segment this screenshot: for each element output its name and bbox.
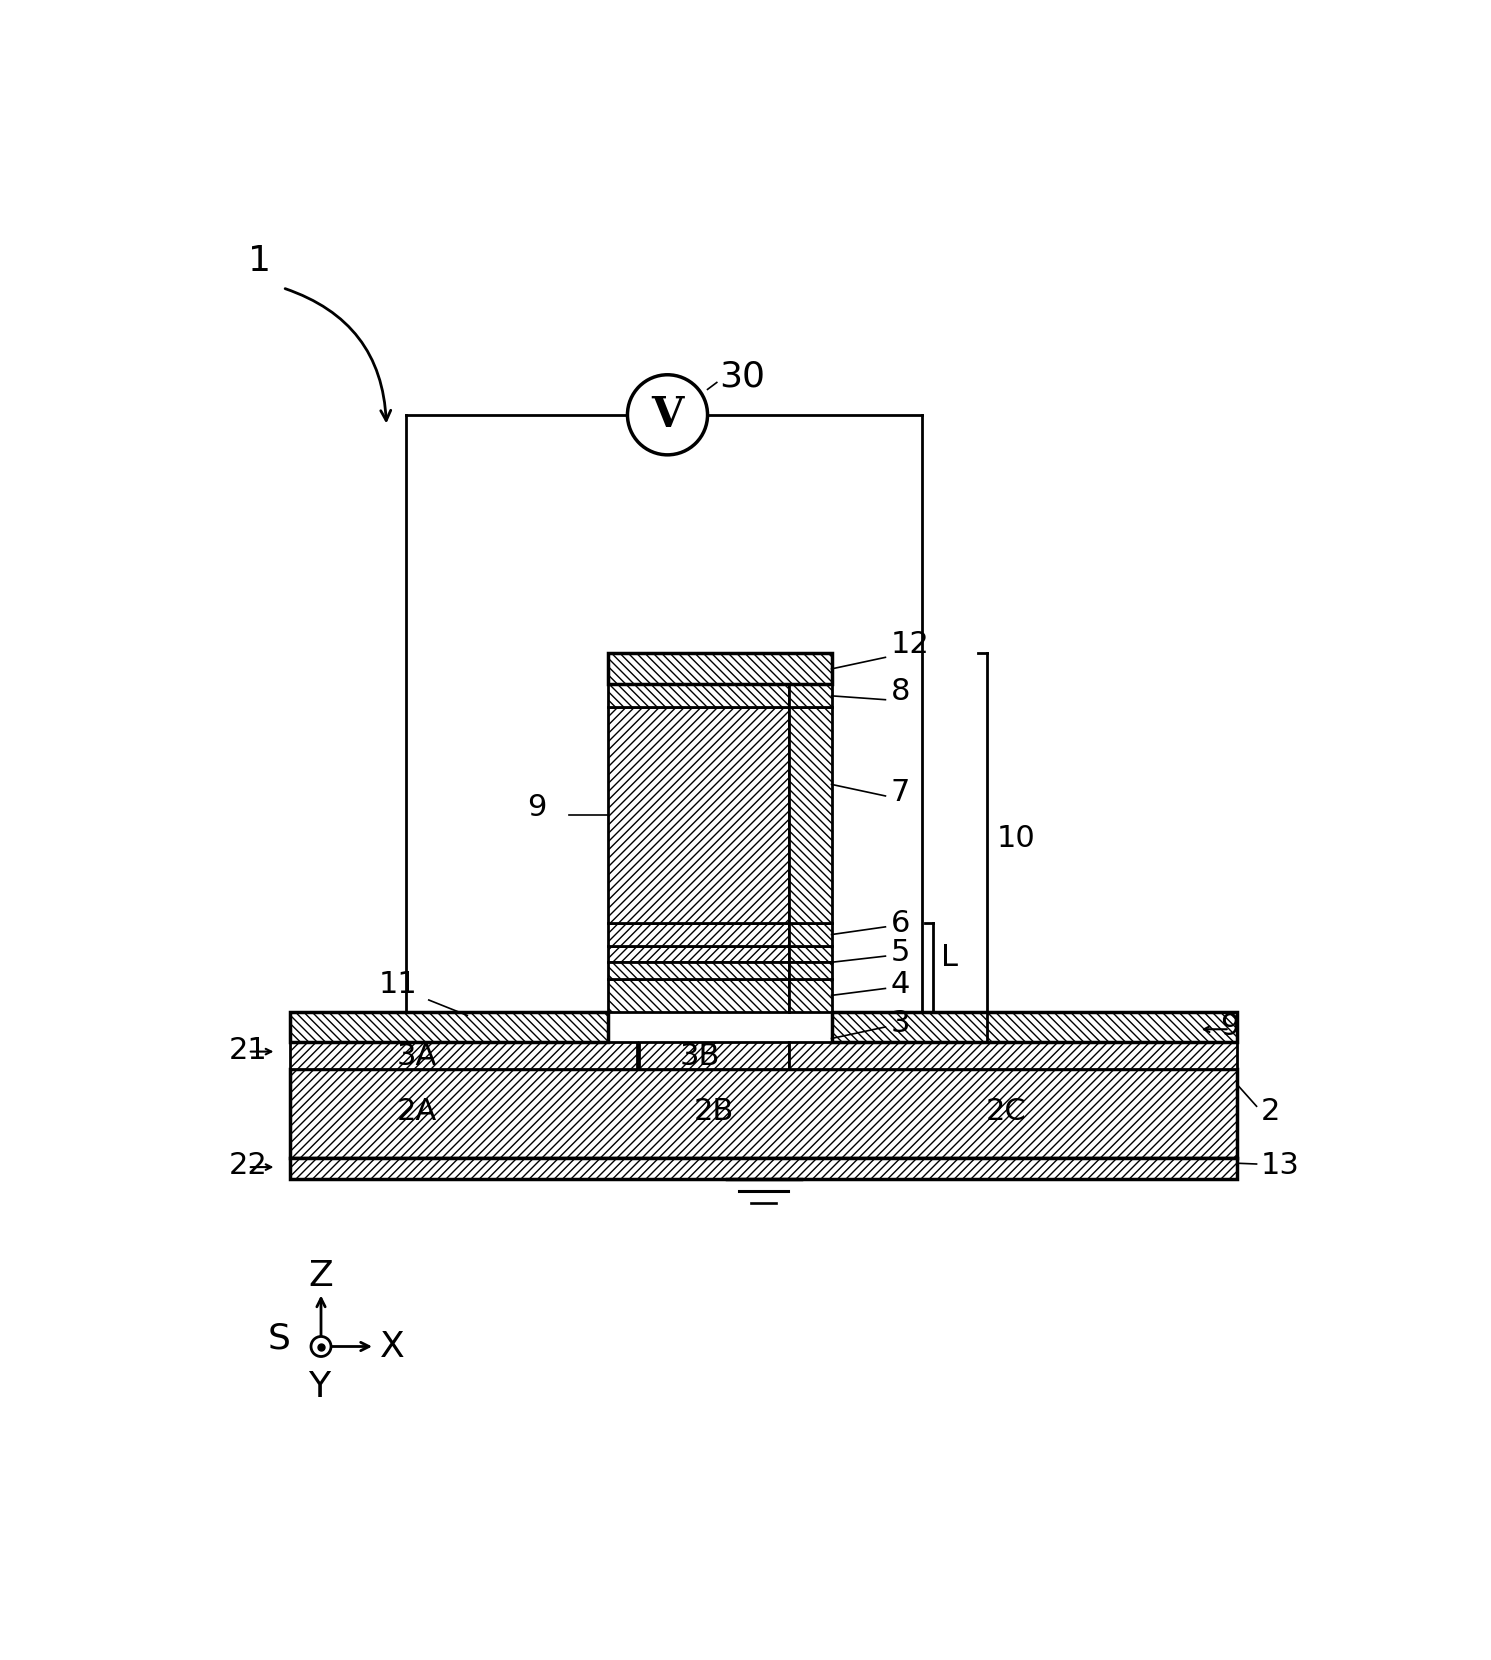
Bar bbox=[608, 923, 789, 946]
Text: 4: 4 bbox=[890, 969, 910, 999]
Bar bbox=[608, 684, 789, 707]
Bar bbox=[291, 1042, 637, 1069]
Bar bbox=[789, 963, 832, 979]
Bar bbox=[789, 1042, 1238, 1069]
Text: 3A: 3A bbox=[397, 1042, 437, 1071]
Bar bbox=[291, 1069, 1238, 1159]
Text: Y: Y bbox=[309, 1370, 331, 1404]
Bar bbox=[789, 707, 832, 923]
Bar bbox=[608, 707, 789, 923]
Text: 5: 5 bbox=[890, 938, 910, 966]
Text: 22: 22 bbox=[228, 1150, 267, 1180]
Text: 9: 9 bbox=[526, 793, 546, 822]
FancyArrowPatch shape bbox=[285, 289, 391, 420]
Text: 12: 12 bbox=[890, 629, 929, 659]
Bar bbox=[291, 1011, 608, 1042]
Bar bbox=[640, 1042, 789, 1069]
Bar bbox=[291, 1011, 608, 1042]
Text: V: V bbox=[652, 393, 684, 437]
Bar bbox=[789, 946, 832, 963]
Bar bbox=[291, 1069, 1238, 1159]
Bar bbox=[789, 979, 832, 1011]
Text: 7: 7 bbox=[890, 777, 910, 807]
Bar bbox=[789, 923, 832, 946]
Bar bbox=[789, 923, 832, 946]
Bar bbox=[608, 963, 789, 979]
Bar bbox=[789, 1042, 1238, 1069]
Bar bbox=[608, 707, 789, 923]
Text: 3: 3 bbox=[890, 1009, 911, 1038]
Bar bbox=[832, 1011, 1238, 1042]
Bar bbox=[608, 979, 789, 1011]
Bar bbox=[789, 979, 832, 1011]
Text: 11: 11 bbox=[379, 969, 417, 999]
Bar bbox=[789, 946, 832, 963]
Text: 9: 9 bbox=[1220, 1013, 1239, 1041]
Bar bbox=[789, 963, 832, 979]
Text: 1: 1 bbox=[248, 244, 271, 277]
Bar bbox=[789, 707, 832, 923]
Bar bbox=[291, 1159, 1238, 1179]
Text: X: X bbox=[380, 1330, 404, 1363]
Bar bbox=[608, 946, 789, 963]
Bar bbox=[832, 1011, 1238, 1042]
Bar bbox=[291, 1042, 637, 1069]
Bar bbox=[640, 1042, 789, 1069]
Text: 30: 30 bbox=[719, 359, 765, 393]
Bar bbox=[608, 654, 832, 684]
Bar bbox=[608, 963, 789, 979]
Bar bbox=[608, 684, 789, 707]
Bar bbox=[608, 979, 789, 1011]
Text: L: L bbox=[941, 943, 957, 973]
Text: 8: 8 bbox=[890, 677, 911, 707]
Bar bbox=[608, 923, 789, 946]
Text: 10: 10 bbox=[996, 823, 1035, 853]
Text: 2A: 2A bbox=[397, 1097, 437, 1125]
Bar bbox=[789, 684, 832, 707]
Bar bbox=[291, 1159, 1238, 1179]
Circle shape bbox=[628, 375, 708, 455]
Text: S: S bbox=[267, 1321, 291, 1356]
Text: 6: 6 bbox=[890, 908, 910, 938]
Text: 3B: 3B bbox=[680, 1042, 720, 1071]
Circle shape bbox=[312, 1336, 331, 1356]
Text: 2B: 2B bbox=[693, 1097, 734, 1125]
Text: 2: 2 bbox=[1260, 1097, 1279, 1125]
Text: 13: 13 bbox=[1260, 1150, 1299, 1180]
Bar bbox=[789, 684, 832, 707]
Text: 21: 21 bbox=[228, 1036, 267, 1064]
Text: 2C: 2C bbox=[986, 1097, 1027, 1125]
Text: Z: Z bbox=[309, 1258, 334, 1293]
Bar bbox=[608, 654, 832, 684]
Bar bbox=[608, 946, 789, 963]
